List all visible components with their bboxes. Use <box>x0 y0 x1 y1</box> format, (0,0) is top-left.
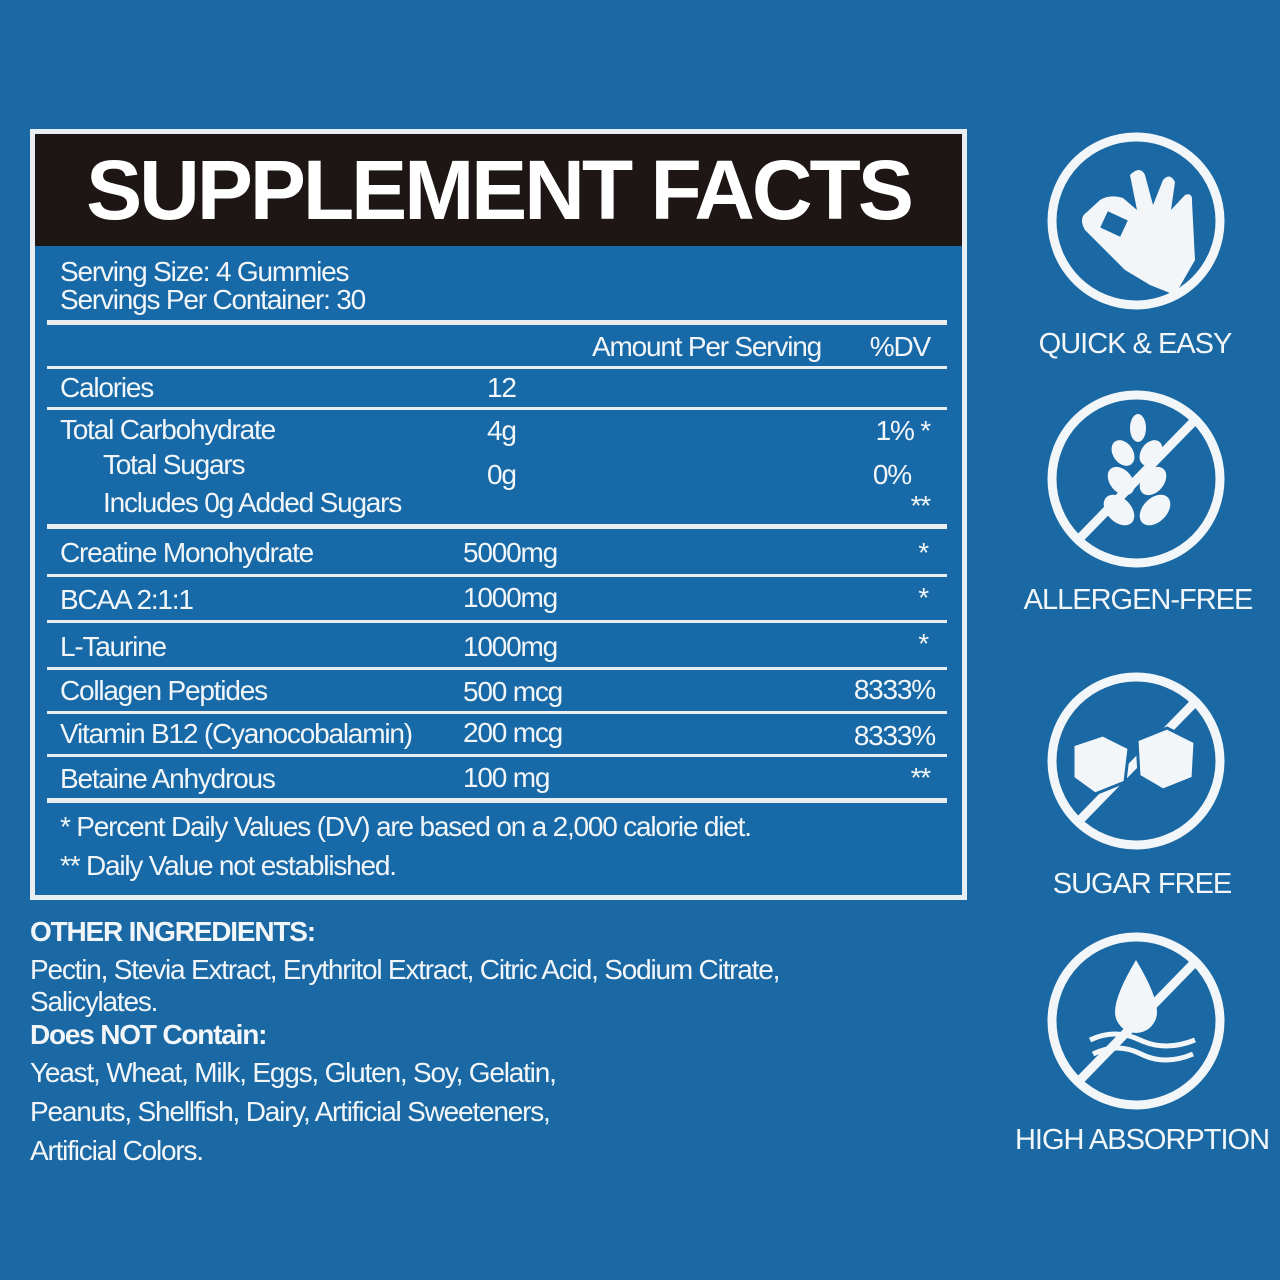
row-amount: 200 mcg <box>463 717 563 748</box>
row-dv: * <box>918 582 929 613</box>
divider <box>47 754 947 757</box>
row-name: Calories <box>60 372 154 403</box>
row-dv: ** <box>910 490 932 521</box>
divider <box>47 620 947 623</box>
row-dv: ** <box>910 762 932 793</box>
row-amount: 1000mg <box>463 631 558 662</box>
row-dv: 0% <box>872 459 912 490</box>
row-amount: 500 mcg <box>463 676 563 707</box>
panel-title: SUPPLEMENT FACTS <box>35 134 962 246</box>
other-ingredients-text: Pectin, Stevia Extract, Erythritol Extra… <box>30 954 780 985</box>
row-name: BCAA 2:1:1 <box>60 584 194 615</box>
badge-label: SUGAR FREE <box>1052 868 1233 900</box>
divider <box>47 711 947 714</box>
other-ingredients-text: Salicylates. <box>30 986 158 1017</box>
row-name: Total Carbohydrate <box>60 414 276 445</box>
row-amount: 100 mg <box>463 762 550 793</box>
row-amount: 4g <box>487 415 517 446</box>
row-name: Creatine Monohydrate <box>60 537 314 568</box>
column-dv-header: %DV <box>869 331 931 362</box>
row-amount: 5000mg <box>463 537 558 568</box>
row-name: Collagen Peptides <box>60 675 268 706</box>
does-not-contain-text: Yeast, Wheat, Milk, Eggs, Gluten, Soy, G… <box>30 1057 557 1088</box>
does-not-contain-heading: Does NOT Contain: <box>30 1019 267 1050</box>
does-not-contain-text: Artificial Colors. <box>30 1135 204 1166</box>
ok-hand-icon <box>1047 132 1225 310</box>
row-name: Total Sugars <box>103 449 245 480</box>
supplement-facts-panel: SUPPLEMENT FACTS <box>30 129 967 900</box>
water-drop-icon <box>1047 932 1225 1110</box>
footnote-not-established: ** Daily Value not established. <box>60 850 397 881</box>
divider <box>47 407 947 410</box>
row-dv: 8333% <box>853 720 936 751</box>
row-dv: * <box>918 628 929 659</box>
row-name: Vitamin B12 (Cyanocobalamin) <box>60 718 413 749</box>
footnote-dv: * Percent Daily Values (DV) are based on… <box>60 811 752 842</box>
row-dv: 1% * <box>875 415 932 446</box>
divider <box>47 320 947 325</box>
divider <box>47 798 947 803</box>
other-ingredients-heading: OTHER INGREDIENTS: <box>30 916 316 947</box>
divider <box>47 366 947 369</box>
no-wheat-icon <box>1047 390 1225 568</box>
serving-size: Serving Size: 4 Gummies <box>60 256 349 287</box>
does-not-contain-text: Peanuts, Shellfish, Dairy, Artificial Sw… <box>30 1096 551 1127</box>
row-amount: 12 <box>487 372 517 403</box>
row-name: Includes 0g Added Sugars <box>103 487 402 518</box>
row-amount: 1000mg <box>463 582 558 613</box>
badge-label: HIGH ABSORPTION <box>1014 1124 1270 1156</box>
servings-per-container: Servings Per Container: 30 <box>60 284 366 315</box>
row-amount: 0g <box>487 459 517 490</box>
row-dv: * <box>918 537 929 568</box>
badge-label: ALLERGEN-FREE <box>1023 584 1254 616</box>
divider <box>47 667 947 670</box>
column-amount-header: Amount Per Serving <box>592 331 822 362</box>
divider <box>47 524 947 529</box>
row-name: Betaine Anhydrous <box>60 763 276 794</box>
no-sugar-cube-icon <box>1047 672 1225 850</box>
badge-label: QUICK & EASY <box>1038 328 1233 360</box>
divider <box>47 574 947 577</box>
row-dv: 8333% <box>853 674 936 705</box>
row-name: L-Taurine <box>60 631 167 662</box>
